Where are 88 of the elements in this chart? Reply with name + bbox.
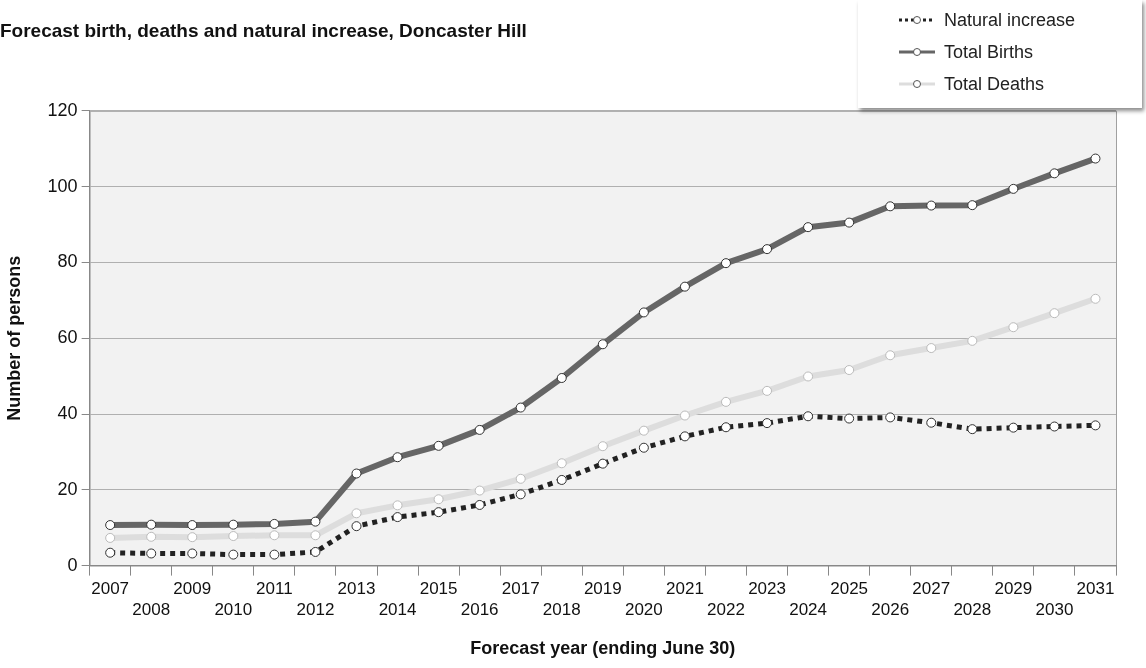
x-tick-label: 2019 <box>583 579 622 599</box>
y-tick-label: 60 <box>57 327 78 348</box>
y-tick-label: 0 <box>67 554 78 575</box>
x-tick-label: 2024 <box>789 599 827 619</box>
point <box>720 422 731 433</box>
point <box>351 508 362 519</box>
x-tick-label: 2011 <box>256 579 293 599</box>
x-tick-label: 2013 <box>337 579 376 599</box>
x-tick-label: 2007 <box>91 579 130 599</box>
point <box>556 474 567 485</box>
point <box>392 500 403 511</box>
x-tick-label: 2008 <box>132 599 171 619</box>
point <box>187 532 198 543</box>
x-tick-label: 2021 <box>666 579 704 599</box>
point <box>146 548 157 559</box>
x-tick-label: 2022 <box>707 599 745 619</box>
point <box>597 458 608 469</box>
point <box>515 489 526 500</box>
y-tick-label: 20 <box>57 478 78 499</box>
x-tick-label: 2027 <box>912 579 951 599</box>
point <box>967 424 978 435</box>
point <box>597 441 608 452</box>
x-tick-label: 2031 <box>1076 579 1115 599</box>
x-tick-label: 2025 <box>830 579 869 599</box>
x-tick-label: 2017 <box>501 579 540 599</box>
point <box>310 546 321 557</box>
x-tick-label: 2012 <box>296 599 335 619</box>
point <box>1090 420 1101 431</box>
point <box>1008 322 1019 333</box>
point <box>105 547 116 558</box>
y-tick-label: 100 <box>47 175 78 196</box>
point <box>269 549 280 560</box>
y-tick-label: 40 <box>57 402 78 423</box>
y-axis-title: Number of persons <box>3 255 24 421</box>
point <box>1049 308 1060 319</box>
point <box>474 485 485 496</box>
x-tick-label: 2015 <box>419 579 458 599</box>
point <box>762 418 773 429</box>
point <box>310 530 321 541</box>
point <box>803 371 814 382</box>
x-tick-label: 2016 <box>460 599 499 619</box>
point <box>515 473 526 484</box>
y-tick-label: 120 <box>47 99 78 120</box>
point <box>803 411 814 422</box>
legend-label: Total Births <box>944 41 1034 63</box>
point <box>474 499 485 510</box>
point <box>433 507 444 518</box>
point <box>926 417 937 428</box>
point <box>187 548 198 559</box>
point <box>967 335 978 346</box>
point <box>146 531 157 542</box>
point <box>392 512 403 523</box>
point <box>762 385 773 396</box>
point <box>679 431 690 442</box>
point <box>844 413 855 424</box>
point <box>720 396 731 407</box>
x-tick-label: 2028 <box>953 599 992 619</box>
point <box>269 530 280 541</box>
x-tick-label: 2026 <box>871 599 910 619</box>
point <box>1049 421 1060 432</box>
point <box>105 532 116 543</box>
point <box>228 531 239 542</box>
y-tick-label: 80 <box>57 251 78 272</box>
point <box>1008 422 1019 433</box>
x-tick-label: 2020 <box>624 599 663 619</box>
point <box>885 350 896 361</box>
point <box>556 458 567 469</box>
point <box>679 410 690 421</box>
point <box>1090 293 1101 304</box>
point <box>844 365 855 376</box>
x-tick-label: 2030 <box>1035 599 1074 619</box>
point <box>351 521 362 532</box>
point <box>926 343 937 354</box>
point <box>885 412 896 423</box>
point <box>228 549 239 560</box>
point <box>433 494 444 505</box>
point <box>638 425 649 436</box>
legend-label: Natural increase <box>944 9 1076 31</box>
point <box>638 442 649 453</box>
legend-label: Total Deaths <box>944 73 1045 95</box>
x-axis-title: Forecast year (ending June 30) <box>470 638 736 659</box>
x-tick-label: 2014 <box>378 599 417 619</box>
x-tick-label: 2023 <box>748 579 786 599</box>
x-tick-label: 2009 <box>173 579 212 599</box>
x-tick-label: 2018 <box>542 599 581 619</box>
x-tick-label: 2010 <box>214 599 253 619</box>
chart-title: Forecast birth, deaths and natural increase, Doncaster Hill <box>0 19 527 41</box>
x-tick-label: 2029 <box>994 579 1033 599</box>
